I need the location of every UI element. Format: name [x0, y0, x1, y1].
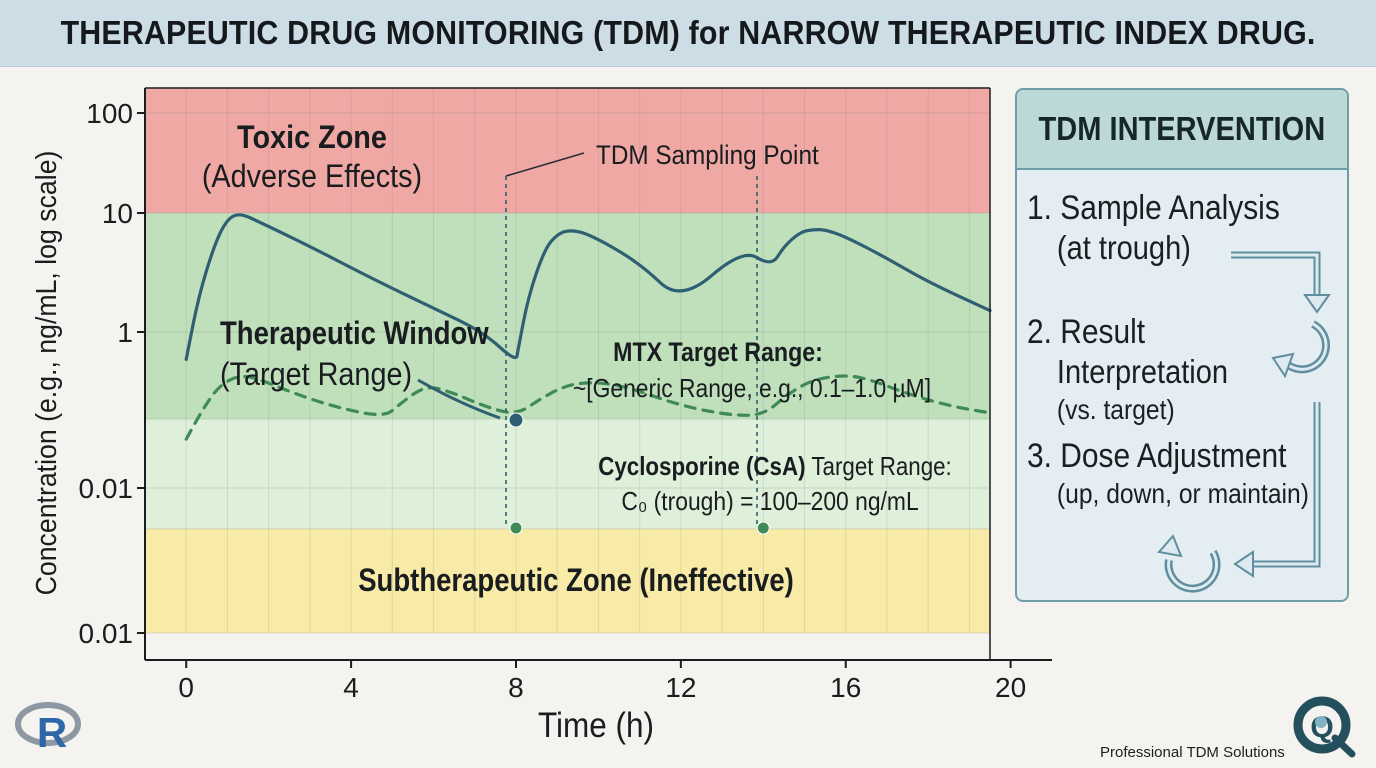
step-sample-analysis: 1. Sample Analysis (at trough)	[1027, 188, 1314, 268]
x-tick-label: 0	[178, 672, 194, 703]
annotation-csa-title: Cyclosporine (CsA) Target Range:	[598, 452, 952, 481]
step1-title: 1. Sample Analysis	[1027, 189, 1280, 227]
annotation-toxic-sub: (Adverse Effects)	[202, 159, 422, 195]
sampling-point-2	[509, 521, 523, 535]
series-line-mtx	[184, 213, 992, 361]
series-line-cyclosporine	[184, 374, 992, 441]
annotation-csa-title-rest: Target Range:	[806, 452, 952, 481]
annotation-csa-range: C₀ (trough) = 100–200 ng/mL	[621, 488, 918, 517]
step2-detail: Interpretation	[1056, 353, 1229, 390]
annotation-sampling-point: TDM Sampling Point	[596, 141, 819, 170]
zone-subtherapeutic	[145, 529, 990, 633]
step1-detail: (at trough)	[1056, 229, 1191, 266]
footer-tagline: Professional TDM Solutions	[1100, 744, 1285, 761]
sampling-callout-line	[505, 152, 585, 177]
step2-title: 2. Result	[1027, 313, 1146, 351]
x-tick-label: 16	[830, 672, 861, 703]
tdm-chart: 100 10 1 0.01 0.01 0 4 8 12 16 20 Toxic Zone (Adve…	[15, 87, 1356, 758]
title-bar: THERAPEUTIC DRUG MONITORING (TDM) for NA…	[0, 0, 1376, 67]
y-tick-label: 0.01	[79, 618, 134, 649]
axes: 100 10 1 0.01 0.01 0 4 8 12 16 20	[79, 87, 1052, 703]
annotation-therapeutic-sub: (Target Range)	[220, 357, 412, 393]
zone-toxic	[145, 88, 990, 213]
step2-note: (vs. target)	[1056, 394, 1175, 425]
zone-csa-band	[145, 419, 990, 529]
page-title: THERAPEUTIC DRUG MONITORING (TDM) for NA…	[60, 14, 1316, 51]
step-result-interpretation: 2. Result Interpretation (vs. target)	[1027, 312, 1255, 428]
therapeutic-callout-line	[417, 378, 501, 420]
y-tick-label: 0.01	[79, 473, 134, 504]
annotation-therapeutic-window: Therapeutic Window	[220, 316, 489, 351]
sampling-points-group	[508, 412, 770, 535]
refresh-icon	[1157, 534, 1221, 593]
r-logo-letter: R	[37, 709, 67, 756]
annotation-csa-title-bold: Cyclosporine (CsA)	[598, 452, 805, 481]
series-group	[184, 213, 992, 441]
x-axis-label: Time (h)	[538, 707, 654, 746]
y-tick-label: 100	[86, 98, 133, 129]
x-tick-label: 4	[343, 672, 359, 703]
annotation-toxic-zone: Toxic Zone	[237, 120, 387, 156]
annotation-mtx-title: MTX Target Range:	[613, 337, 823, 367]
annotation-mtx-range: ~[Generic Range, e.g., 0.1–1.0 µM]	[573, 375, 931, 404]
step3-title: 3. Dose Adjustment	[1027, 437, 1287, 475]
cycle-icon	[1271, 320, 1330, 379]
x-tick-label: 12	[665, 672, 696, 703]
sampling-point-3	[756, 521, 770, 535]
q-logo-icon: Q	[1293, 696, 1356, 758]
zone-bands	[145, 88, 990, 633]
annotation-subtherapeutic-zone: Subtherapeutic Zone (Ineffective)	[358, 563, 794, 598]
panel-header: TDM INTERVENTION	[1017, 90, 1347, 170]
y-axis-label: Concentration (e.g., ng/mL, log scale)	[30, 151, 62, 596]
step-dose-adjustment: 3. Dose Adjustment (up, down, or maintai…	[1027, 436, 1347, 512]
x-tick-label: 20	[995, 672, 1026, 703]
sampling-point-1	[508, 412, 524, 428]
step3-note: (up, down, or maintain)	[1056, 478, 1309, 509]
x-tick-label: 8	[508, 672, 524, 703]
r-logo-icon: R	[15, 702, 81, 756]
y-tick-label: 10	[102, 198, 133, 229]
panel-title: TDM INTERVENTION	[1038, 110, 1326, 147]
y-tick-label: 1	[117, 317, 133, 348]
sampling-guides	[417, 152, 758, 528]
tdm-intervention-panel: TDM INTERVENTION 1. Sample Analysis (at …	[1015, 88, 1349, 602]
